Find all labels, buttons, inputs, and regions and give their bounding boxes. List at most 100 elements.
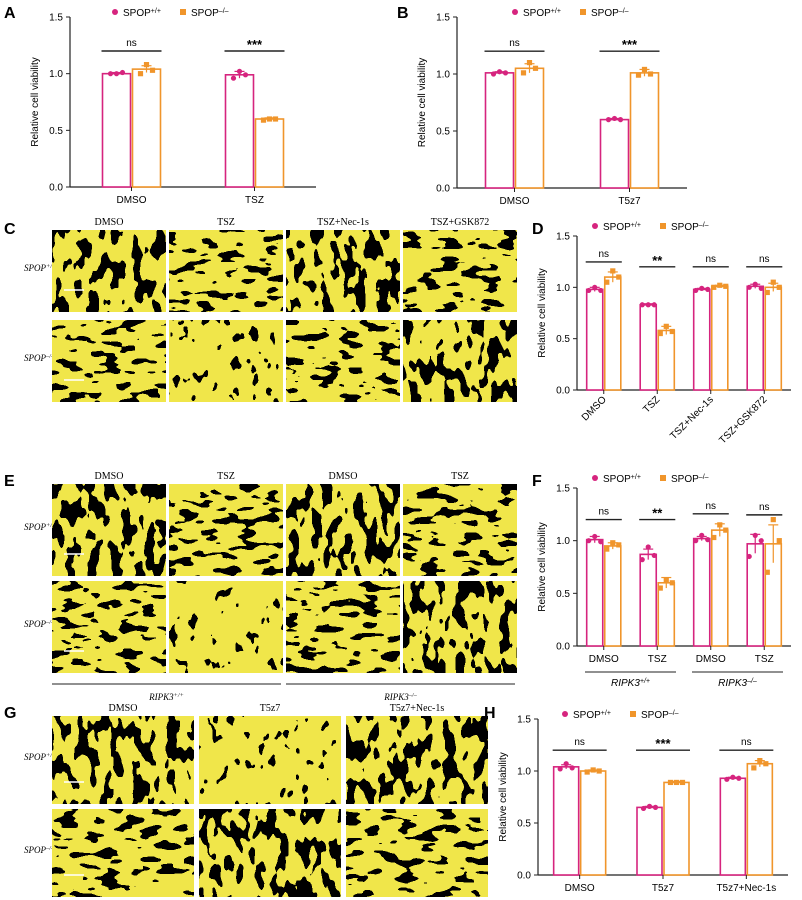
y-tick-label: 0.5: [49, 126, 63, 137]
legend-marker-ko: [180, 9, 186, 15]
y-tick-label: 1.0: [556, 283, 570, 294]
y-tick-label: 0.5: [556, 334, 570, 345]
data-point: [646, 803, 653, 809]
panel-letter-g: G: [4, 705, 16, 722]
data-point: [776, 538, 782, 544]
row-label: SPOP–/–: [24, 353, 55, 364]
legend-label-ko: SPOP–/–: [671, 474, 709, 486]
data-point: [230, 75, 237, 81]
data-point: [711, 284, 717, 290]
x-tick-label: TSZ+GSK872: [717, 394, 769, 446]
legend-marker-wt: [112, 9, 118, 15]
cell-texture: [169, 230, 283, 312]
bar: [719, 777, 747, 876]
data-point: [604, 279, 610, 285]
micrograph-tile: [169, 320, 283, 402]
data-point: [770, 279, 776, 285]
data-point: [563, 761, 569, 767]
data-point: [590, 767, 596, 773]
data-point: [705, 537, 711, 543]
micrograph-tile: [286, 484, 400, 576]
data-point: [592, 284, 598, 290]
micrograph-tile: [286, 230, 400, 312]
y-tick-label: 0.0: [436, 184, 450, 195]
micrograph-grid-e: DMSO TSZ DMSO TSZ SPOP+/+ SPOP–/– RIPK3+/+ RIPK…: [24, 471, 517, 702]
legend-marker-wt: [592, 475, 598, 481]
y-tick-label: 1.0: [517, 767, 531, 778]
chart-d: 0.0 0.5 1.0 1.5 Relative cell viability SPOP+…: [537, 222, 791, 446]
cell-texture: [199, 716, 341, 804]
data-point: [610, 540, 616, 546]
bar: [663, 781, 690, 876]
data-point: [764, 289, 770, 296]
x-tick-label: DMSO: [565, 883, 595, 894]
x-tick-label: T5z7: [618, 196, 641, 207]
bar: [254, 118, 285, 188]
data-point: [645, 302, 651, 308]
data-point: [592, 533, 598, 540]
data-point: [260, 117, 267, 123]
micrograph-tile: [52, 809, 194, 897]
cell-texture: [403, 320, 517, 402]
x-tick-label: TSZ: [755, 654, 774, 665]
y-tick-label: 0.0: [49, 183, 63, 194]
data-point: [717, 282, 723, 288]
cell-texture: [286, 230, 400, 312]
data-point: [616, 274, 622, 280]
cell-texture: [52, 581, 166, 673]
legend-label-wt: SPOP+/+: [603, 222, 641, 234]
data-point: [119, 69, 126, 76]
data-point: [616, 542, 622, 548]
data-point: [752, 532, 758, 539]
row-label: SPOP+/+: [24, 522, 56, 533]
bar: [746, 762, 774, 876]
bar: [710, 285, 729, 391]
micrograph-tile: [52, 320, 166, 402]
data-point: [586, 287, 592, 294]
data-point: [657, 330, 663, 337]
micrograph-tile: [403, 230, 517, 312]
micrograph-tile: [169, 581, 283, 673]
group-label: RIPK3+/+: [611, 678, 650, 690]
data-point: [679, 779, 686, 786]
bar: [629, 72, 660, 189]
data-point: [598, 287, 604, 294]
data-point: [724, 776, 730, 782]
micrograph-tile: [52, 484, 166, 576]
significance-label: ns: [759, 502, 770, 513]
y-tick-label: 1.5: [517, 715, 531, 726]
data-point: [723, 527, 729, 533]
data-point: [746, 284, 752, 290]
cell-texture: [286, 484, 400, 576]
group-label: RIPK3–/–: [718, 678, 757, 690]
legend-label-ko: SPOP–/–: [591, 8, 629, 20]
bar: [585, 288, 604, 391]
micrograph-grid-c: DMSO TSZ TSZ+Nec-1s TSZ+GSK872 SPOP+/+ SPOP–/…: [24, 217, 517, 402]
bar: [639, 553, 658, 647]
significance-label: ***: [247, 37, 263, 52]
y-axis-title: Relative cell viability: [537, 522, 548, 611]
bar: [224, 74, 255, 188]
data-point: [705, 286, 711, 292]
data-point: [496, 69, 503, 75]
cell-texture: [286, 581, 400, 673]
legend-label-wt: SPOP+/+: [523, 8, 561, 20]
data-point: [610, 268, 616, 274]
y-tick-label: 0.5: [436, 127, 450, 138]
data-point: [730, 774, 736, 780]
legend-label-ko: SPOP–/–: [191, 8, 229, 20]
data-point: [598, 539, 604, 545]
panel-letter-c: C: [4, 221, 16, 238]
group-label: RIPK3+/+: [148, 692, 184, 703]
y-tick-label: 0.0: [556, 642, 570, 653]
data-point: [596, 768, 602, 774]
x-tick-label: TSZ: [245, 195, 264, 206]
significance-label: ns: [126, 38, 137, 49]
significance-label: ns: [598, 249, 609, 260]
significance-label: ***: [622, 37, 638, 52]
micrograph-tile: [286, 320, 400, 402]
data-point: [647, 71, 654, 77]
data-point: [639, 302, 645, 308]
significance-label: ns: [574, 737, 585, 748]
